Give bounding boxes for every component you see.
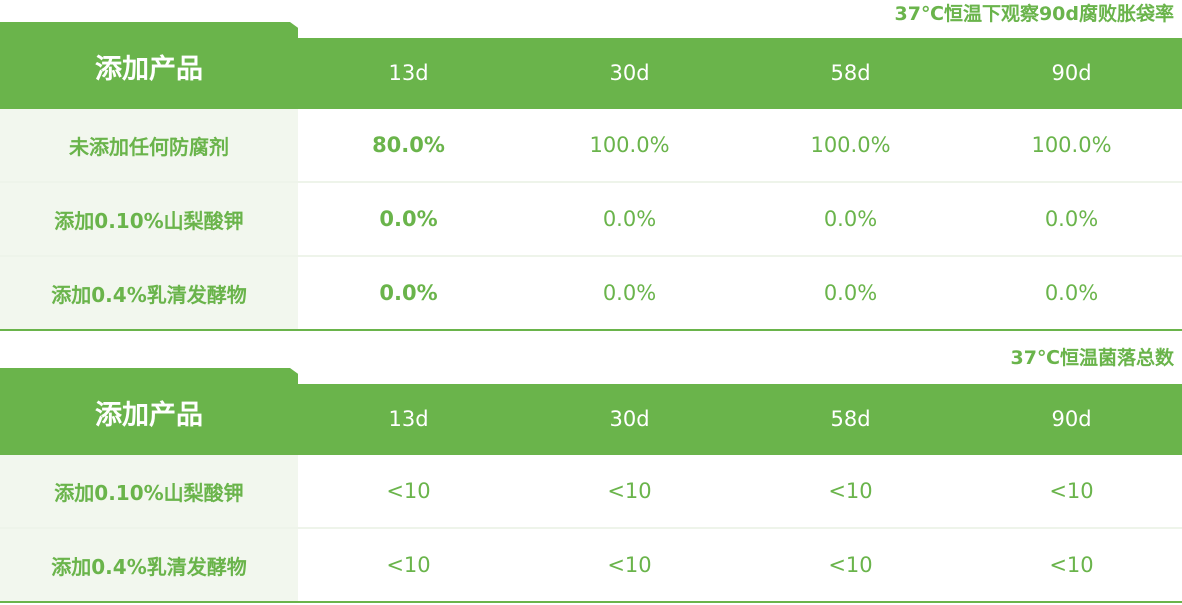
table-cell: 0.0% (379, 207, 438, 231)
table-cell: 0.0% (602, 281, 657, 305)
table-row: 添加0.4%乳清发酵物 0.0% 0.0% 0.0% 0.0% (0, 257, 1182, 331)
row-label: 添加0.10%山梨酸钾 (0, 183, 298, 255)
table-cell: 100.0% (810, 133, 891, 157)
table-row: 添加0.10%山梨酸钾 0.0% 0.0% 0.0% 0.0% (0, 183, 1182, 257)
column-header: 90d (1051, 61, 1092, 85)
column-header: 90d (1051, 407, 1092, 431)
table-cell: 80.0% (372, 133, 445, 157)
colony-count-table: 添加产品 13d 30d 58d 90d 添加0.10%山梨酸钾 <10 <10… (0, 368, 1182, 603)
table-cell: <10 (1049, 553, 1094, 577)
column-header: 13d (388, 61, 429, 85)
table-cell: 0.0% (823, 207, 878, 231)
row-label: 添加0.4%乳清发酵物 (0, 257, 298, 329)
column-header: 30d (609, 61, 650, 85)
table-cell: <10 (1049, 479, 1094, 503)
header-columns: 13d 30d 58d 90d (298, 38, 1182, 109)
table2-caption: 37℃恒温菌落总数 (1010, 347, 1174, 369)
row-label: 未添加任何防腐剂 (0, 109, 298, 181)
spoilage-rate-table: 添加产品 13d 30d 58d 90d 未添加任何防腐剂 80.0% 100.… (0, 22, 1182, 331)
table-cell: <10 (828, 479, 873, 503)
table-cell: <10 (386, 553, 431, 577)
header-tab (0, 22, 298, 109)
table-row: 添加0.10%山梨酸钾 <10 <10 <10 <10 (0, 455, 1182, 529)
header-title: 添加产品 (95, 54, 203, 85)
table-cell: <10 (828, 553, 873, 577)
table-cell: 100.0% (589, 133, 670, 157)
row-label: 添加0.4%乳清发酵物 (0, 529, 298, 601)
table-header: 添加产品 13d 30d 58d 90d (0, 22, 1182, 109)
table-row: 未添加任何防腐剂 80.0% 100.0% 100.0% 100.0% (0, 109, 1182, 183)
table1-caption: 37℃恒温下观察90d腐败胀袋率 (894, 3, 1175, 25)
table-cell: 100.0% (1031, 133, 1112, 157)
table-cell: <10 (607, 479, 652, 503)
table-row: 添加0.4%乳清发酵物 <10 <10 <10 <10 (0, 529, 1182, 603)
table-header: 添加产品 13d 30d 58d 90d (0, 368, 1182, 455)
table-cell: 0.0% (602, 207, 657, 231)
table-cell: 0.0% (823, 281, 878, 305)
table-cell: 0.0% (379, 281, 438, 305)
column-header: 30d (609, 407, 650, 431)
table-cell: <10 (607, 553, 652, 577)
table-cell: 0.0% (1044, 207, 1099, 231)
header-tab (0, 368, 298, 455)
header-title: 添加产品 (95, 400, 203, 431)
table-cell: <10 (386, 479, 431, 503)
row-label: 添加0.10%山梨酸钾 (0, 455, 298, 527)
header-columns: 13d 30d 58d 90d (298, 384, 1182, 455)
column-header: 58d (830, 61, 871, 85)
column-header: 58d (830, 407, 871, 431)
table-cell: 0.0% (1044, 281, 1099, 305)
column-header: 13d (388, 407, 429, 431)
